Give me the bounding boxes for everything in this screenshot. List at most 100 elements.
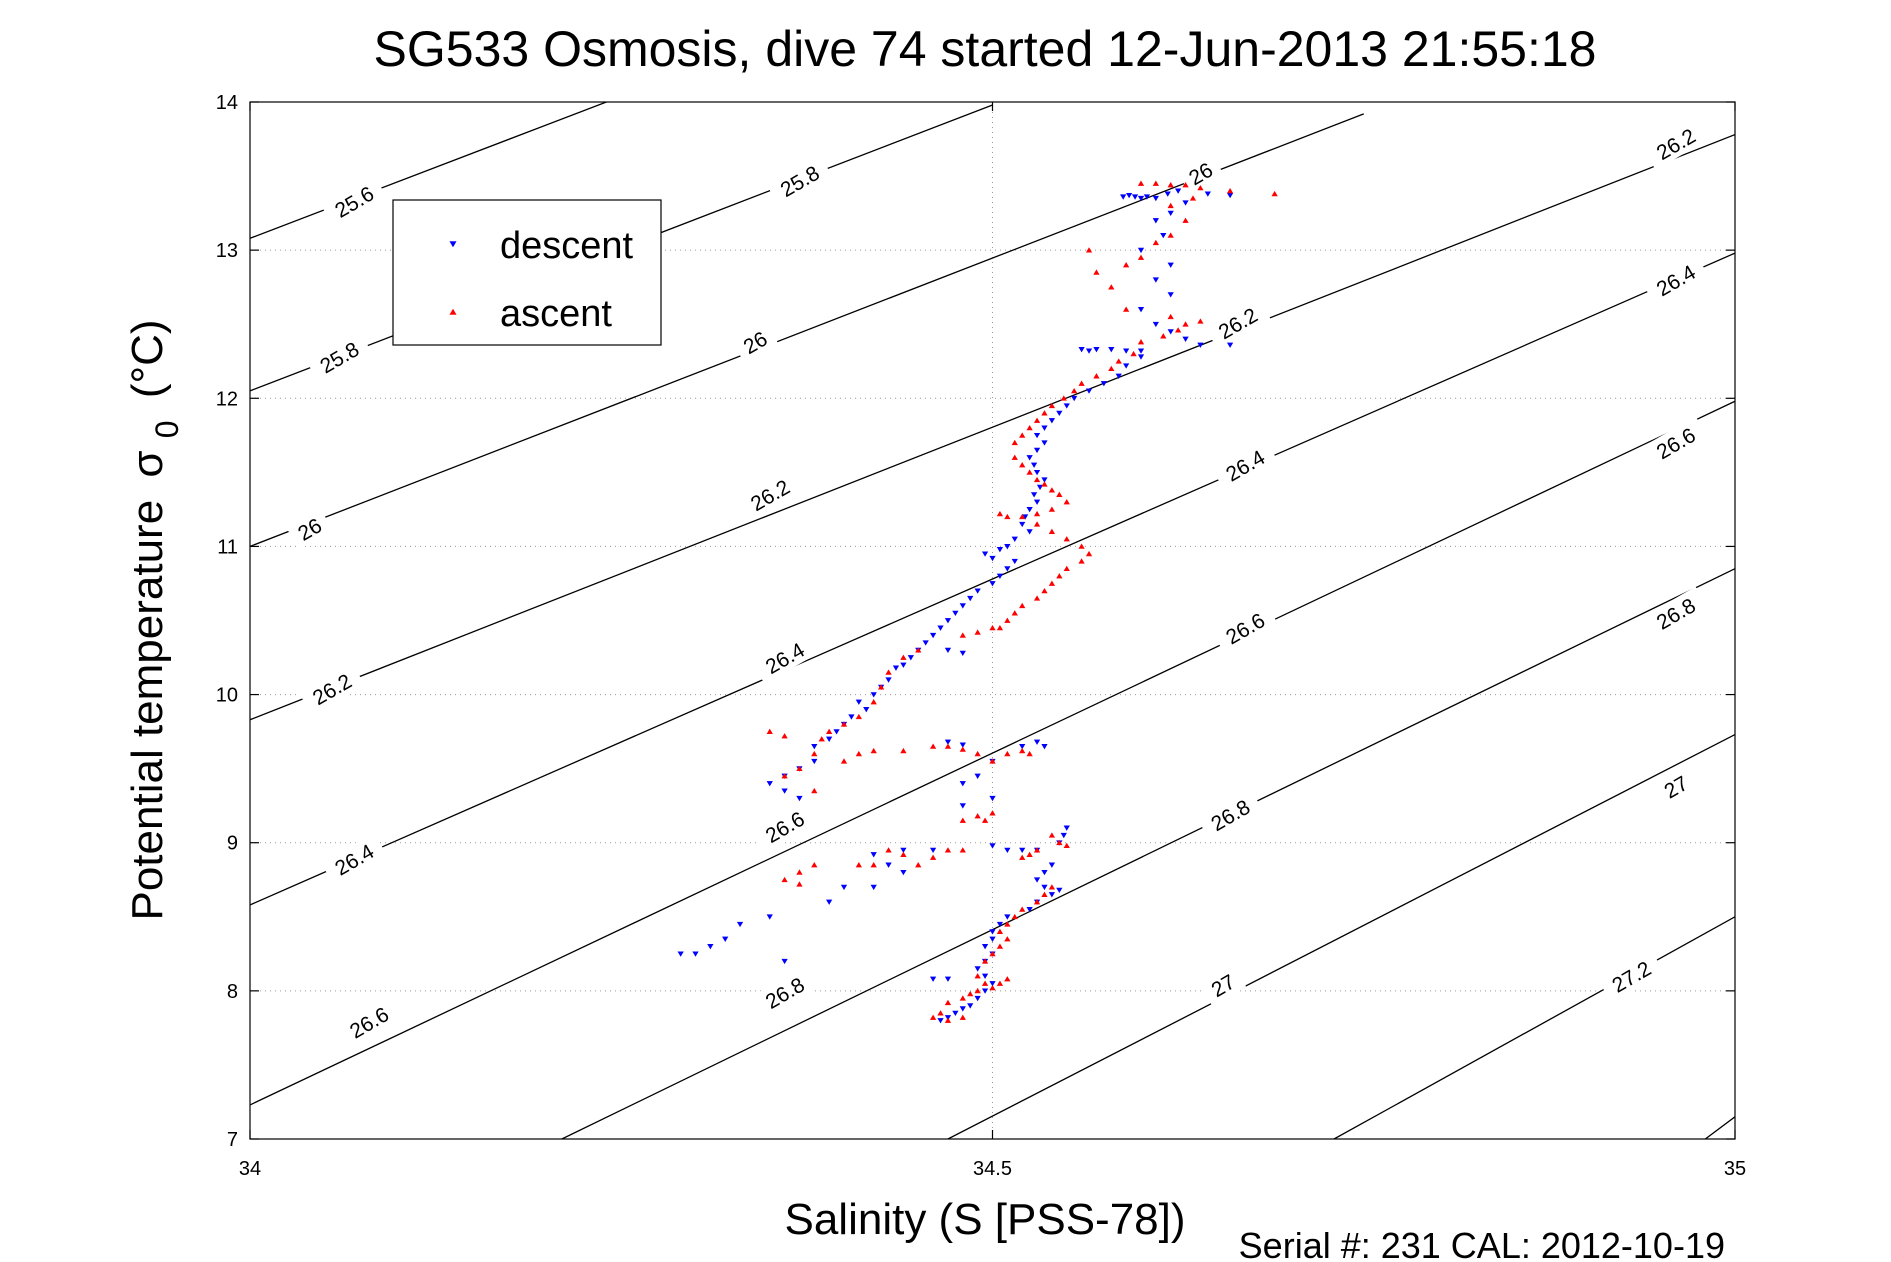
ascent-point xyxy=(1019,906,1026,912)
descent-point xyxy=(1048,862,1056,868)
x-tick-label: 34 xyxy=(239,1158,261,1180)
ascent-point xyxy=(989,758,996,764)
descent-point xyxy=(989,795,996,802)
descent-point xyxy=(981,973,989,979)
descent-point xyxy=(974,588,981,594)
ascent-point xyxy=(1137,339,1145,345)
descent-point xyxy=(1041,425,1048,431)
ascent-point xyxy=(959,632,966,638)
descent-point xyxy=(796,795,803,802)
descent-point xyxy=(1041,744,1048,750)
ascent-point xyxy=(967,990,974,997)
ascent-point xyxy=(818,736,825,742)
legend-marker-shape xyxy=(449,241,457,248)
legend-marker-ascent xyxy=(449,308,457,315)
ascent-point xyxy=(1019,854,1026,860)
descent-point xyxy=(885,677,892,683)
ascent-point xyxy=(1048,884,1056,890)
ascent-point xyxy=(1108,284,1115,290)
ascent-point xyxy=(1197,318,1204,324)
descent-point xyxy=(1033,447,1041,454)
descent-point xyxy=(907,655,914,661)
y-tick-label: 13 xyxy=(216,240,238,262)
descent-point xyxy=(1033,469,1041,476)
descent-point xyxy=(937,1018,944,1024)
descent-point xyxy=(1085,388,1093,394)
descent-point xyxy=(1164,191,1171,197)
legend-marker-shape xyxy=(449,308,457,315)
ascent-point xyxy=(781,773,788,779)
ascent-point xyxy=(974,987,981,994)
descent-point xyxy=(1100,381,1107,387)
ascent-point xyxy=(974,750,981,757)
descent-point xyxy=(736,921,744,928)
descent-point xyxy=(1063,403,1070,409)
descent-point xyxy=(1036,484,1044,491)
descent-point xyxy=(1182,200,1189,206)
descent-point xyxy=(1033,499,1041,505)
ascent-point xyxy=(781,733,788,739)
descent-point xyxy=(1120,194,1127,200)
descent-point xyxy=(1137,195,1145,202)
ascent-point xyxy=(1071,387,1078,394)
descent-point xyxy=(1137,247,1145,254)
ascent-point xyxy=(796,881,803,887)
ascent-point xyxy=(996,624,1004,631)
y-axis-label-symbol: σ xyxy=(123,450,172,477)
ascent-point xyxy=(1011,913,1018,920)
y-tick-label: 14 xyxy=(216,92,238,114)
ascent-point xyxy=(981,958,989,964)
ascent-point xyxy=(811,862,818,868)
contour-label-bg xyxy=(286,507,333,550)
ascent-point xyxy=(1078,380,1085,386)
descent-point xyxy=(952,610,959,617)
ascent-point xyxy=(840,758,848,764)
data-series xyxy=(677,180,1278,1024)
ascent-point xyxy=(1137,180,1145,186)
contour-label-bg xyxy=(751,631,818,685)
ascent-point xyxy=(1137,254,1145,260)
ascent-point xyxy=(989,984,996,991)
contour-label-bg xyxy=(298,662,365,716)
ascent-point xyxy=(1041,891,1048,897)
descent-point xyxy=(863,707,870,713)
descent-point xyxy=(959,742,966,748)
ascent-point xyxy=(915,647,922,653)
descent-point xyxy=(1019,847,1026,854)
x-axis-label: Salinity (S [PSS-78]) xyxy=(784,1195,1185,1244)
descent-point xyxy=(1041,869,1048,876)
descent-point xyxy=(967,1003,974,1009)
descent-point xyxy=(944,618,952,624)
descent-point xyxy=(855,699,862,705)
descent-point xyxy=(989,936,996,942)
ascent-point xyxy=(989,810,996,816)
descent-point xyxy=(1078,347,1085,353)
ascent-point xyxy=(1048,506,1056,512)
ascent-point xyxy=(1056,839,1063,846)
ascent-point xyxy=(796,869,803,875)
ascent-point xyxy=(900,654,907,660)
descent-point xyxy=(989,555,996,562)
ascent-point xyxy=(937,1010,944,1016)
ascent-point xyxy=(1019,747,1026,754)
descent-point xyxy=(944,739,952,745)
descent-point xyxy=(892,665,900,671)
descent-point xyxy=(937,625,944,631)
descent-point xyxy=(1011,558,1018,565)
ascent-point xyxy=(1167,313,1174,320)
ascent-point xyxy=(1152,180,1159,186)
x-tick-label: 34.5 xyxy=(973,1158,1012,1180)
descent-point xyxy=(959,603,966,609)
y-axis-label-group: Potential temperature σ 0 (°C) xyxy=(123,319,185,920)
ascent-point xyxy=(1182,217,1189,223)
descent-point xyxy=(1175,188,1182,194)
legend-label-ascent: ascent xyxy=(500,293,612,335)
descent-point xyxy=(1004,847,1011,854)
descent-point xyxy=(1041,477,1048,483)
ascent-point xyxy=(781,876,788,883)
descent-point xyxy=(1123,348,1130,354)
ascent-point xyxy=(1167,232,1174,238)
ascent-point xyxy=(1041,410,1048,416)
contour-label-bg xyxy=(1197,788,1264,842)
descent-point xyxy=(1056,410,1063,417)
